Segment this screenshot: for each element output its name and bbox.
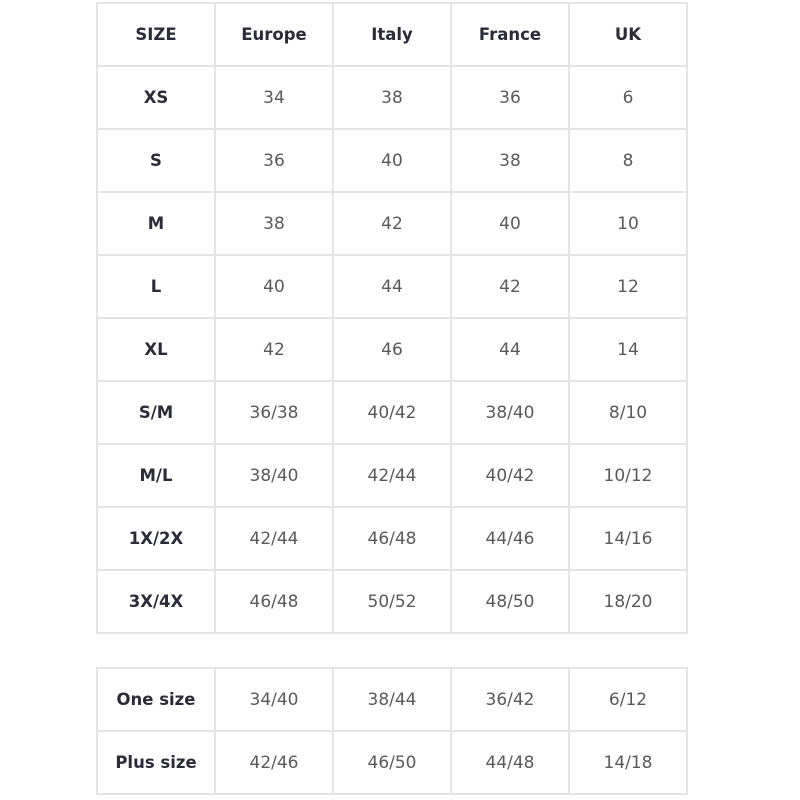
size-value-cell: 42/44 [214, 506, 334, 571]
table-row: 1X/2X 42/44 46/48 44/46 14/16 [96, 506, 688, 571]
size-value-cell: 48/50 [450, 569, 570, 634]
table-row: S/M 36/38 40/42 38/40 8/10 [96, 380, 688, 445]
size-value-cell: 14 [568, 317, 688, 382]
size-value-cell: 38 [332, 65, 452, 130]
size-label-cell: S [96, 128, 216, 193]
size-value-cell: 36/42 [450, 667, 570, 732]
size-chart-table: SIZE Europe Italy France UK XS 34 38 36 6 S 36 40 38… [96, 2, 688, 634]
size-value-cell: 42 [214, 317, 334, 382]
size-value-cell: 42/46 [214, 730, 334, 795]
size-value-cell: 10/12 [568, 443, 688, 508]
size-label-cell: 1X/2X [96, 506, 216, 571]
size-value-cell: 14/18 [568, 730, 688, 795]
size-value-cell: 46/48 [332, 506, 452, 571]
size-value-cell: 38/44 [332, 667, 452, 732]
size-label-cell: One size [96, 667, 216, 732]
size-value-cell: 38/40 [214, 443, 334, 508]
size-label-cell: M [96, 191, 216, 256]
table-row: One size 34/40 38/44 36/42 6/12 [96, 667, 688, 732]
size-value-cell: 36 [450, 65, 570, 130]
size-value-cell: 38 [214, 191, 334, 256]
size-value-cell: 46/48 [214, 569, 334, 634]
table-row: Plus size 42/46 46/50 44/48 14/18 [96, 730, 688, 795]
table-row: 3X/4X 46/48 50/52 48/50 18/20 [96, 569, 688, 634]
size-value-cell: 38/40 [450, 380, 570, 445]
size-value-cell: 42 [332, 191, 452, 256]
size-value-cell: 6/12 [568, 667, 688, 732]
size-value-cell: 8 [568, 128, 688, 193]
size-label-cell: L [96, 254, 216, 319]
table-row: XS 34 38 36 6 [96, 65, 688, 130]
size-value-cell: 44/48 [450, 730, 570, 795]
size-label-cell: XL [96, 317, 216, 382]
size-value-cell: 50/52 [332, 569, 452, 634]
size-value-cell: 10 [568, 191, 688, 256]
size-value-cell: 42/44 [332, 443, 452, 508]
size-value-cell: 8/10 [568, 380, 688, 445]
table-row: L 40 44 42 12 [96, 254, 688, 319]
size-label-cell: M/L [96, 443, 216, 508]
size-value-cell: 42 [450, 254, 570, 319]
size-value-cell: 14/16 [568, 506, 688, 571]
size-value-cell: 40 [450, 191, 570, 256]
table-row: M 38 42 40 10 [96, 191, 688, 256]
size-value-cell: 6 [568, 65, 688, 130]
column-header: SIZE [96, 2, 216, 67]
size-value-cell: 34 [214, 65, 334, 130]
column-header: Europe [214, 2, 334, 67]
column-header: UK [568, 2, 688, 67]
size-value-cell: 40 [214, 254, 334, 319]
size-value-cell: 44 [450, 317, 570, 382]
size-value-cell: 12 [568, 254, 688, 319]
column-header: Italy [332, 2, 452, 67]
size-value-cell: 44/46 [450, 506, 570, 571]
size-value-cell: 40/42 [450, 443, 570, 508]
size-value-cell: 38 [450, 128, 570, 193]
size-label-cell: XS [96, 65, 216, 130]
size-value-cell: 40/42 [332, 380, 452, 445]
size-label-cell: 3X/4X [96, 569, 216, 634]
size-value-cell: 36/38 [214, 380, 334, 445]
size-value-cell: 34/40 [214, 667, 334, 732]
size-label-cell: S/M [96, 380, 216, 445]
size-value-cell: 18/20 [568, 569, 688, 634]
size-value-cell: 46/50 [332, 730, 452, 795]
table-header-row: SIZE Europe Italy France UK [96, 2, 688, 67]
special-sizes-table: One size 34/40 38/44 36/42 6/12 Plus size 42/4… [96, 667, 688, 795]
size-value-cell: 40 [332, 128, 452, 193]
size-value-cell: 44 [332, 254, 452, 319]
column-header: France [450, 2, 570, 67]
size-value-cell: 36 [214, 128, 334, 193]
table-row: S 36 40 38 8 [96, 128, 688, 193]
table-row: XL 42 46 44 14 [96, 317, 688, 382]
table-row: M/L 38/40 42/44 40/42 10/12 [96, 443, 688, 508]
size-value-cell: 46 [332, 317, 452, 382]
size-label-cell: Plus size [96, 730, 216, 795]
